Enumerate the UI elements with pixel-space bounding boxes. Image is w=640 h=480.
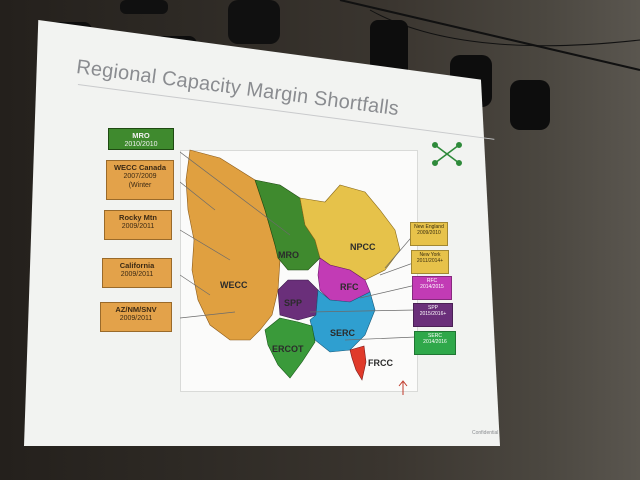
tag-new-york: New York 2011/2014+ [411,250,449,274]
region-mro-shape [254,179,321,271]
region-label-frcc: FRCC [368,358,393,368]
region-frcc-shape [349,345,367,381]
tag-serc-years: 2014/2016 [423,339,447,345]
slide-footer: Confidential [472,430,499,436]
region-label-spp: SPP [284,298,302,308]
tag-new-york-name: New York [419,252,441,258]
callout-rocky-mtn-name: Rocky Mtn [119,213,157,222]
tag-serc: SERC 2014/2016 [414,331,456,355]
tag-serc-name: SERC [428,333,442,339]
tag-spp-years: 2015/2016+ [419,311,447,317]
spotlight-icon [120,0,168,14]
tag-new-england-years: 2009/2010 [417,230,441,236]
nerc-region-map: WECC MRO NPCC RFC SPP SERC ERCOT FRCC [180,149,416,395]
region-label-serc: SERC [330,328,356,338]
callout-wecc-canada: WECC Canada 2007/2009 (Winter [106,160,174,200]
north-arrow-icon [398,380,408,395]
spotlight-icon [510,80,550,130]
callout-wecc-canada-note: (Winter [128,182,152,189]
callout-mro-years: 2010/2010 [124,141,158,148]
tag-rfc-years: 2014/2015 [420,284,444,290]
region-label-ercot: ERCOT [272,344,304,354]
callout-mro: MRO 2010/2010 [108,128,174,150]
region-wecc-shape [185,149,281,341]
callout-az-nm-snv: AZ/NM/SNV 2009/2011 [100,302,172,332]
tag-new-england: New England 2009/2010 [410,222,448,246]
region-label-mro: MRO [278,250,299,260]
region-npcc-shape [299,184,401,281]
callout-wecc-canada-years: 2007/2009 [123,173,157,180]
callout-rocky-mtn-years: 2009/2011 [121,223,155,230]
tag-rfc: RFC 2014/2015 [412,276,452,300]
tag-new-york-years: 2011/2014+ [416,258,444,264]
tag-spp: SPP 2015/2016+ [413,303,453,327]
callout-leader-lines [180,151,416,341]
region-label-wecc: WECC [220,280,248,290]
tag-rfc-name: RFC [426,278,438,284]
region-label-rfc: RFC [340,282,359,292]
callout-california-years: 2009/2011 [120,271,154,278]
tag-spp-name: SPP [427,305,438,311]
callout-az-nm-snv-name: AZ/NM/SNV [115,305,157,314]
spotlight-icon [228,0,280,44]
callout-mro-name: MRO [132,131,150,140]
company-logo-icon [431,141,462,166]
callout-california-name: California [119,261,155,270]
callout-wecc-canada-name: WECC Canada [113,163,167,172]
region-serc-shape [309,289,376,353]
callout-california: California 2009/2011 [102,258,172,288]
callout-az-nm-snv-years: 2009/2011 [119,315,153,322]
region-label-npcc: NPCC [350,242,376,252]
tag-new-england-name: New England [414,224,444,230]
callout-rocky-mtn: Rocky Mtn 2009/2011 [104,210,172,240]
region-ercot-shape [264,317,316,379]
